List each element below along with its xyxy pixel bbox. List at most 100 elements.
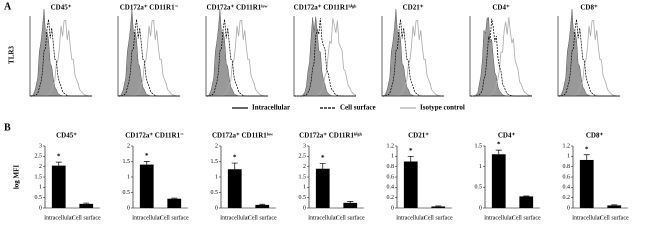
y-tick-label: 0.5 — [35, 195, 43, 201]
error-bar — [583, 154, 590, 160]
error-bar — [495, 149, 502, 155]
legend-label: Cell surface — [340, 104, 376, 112]
x-tick-label: Cell surface — [160, 214, 189, 221]
y-tick-label: 2 — [215, 143, 218, 149]
y-tick-label: 0 — [127, 205, 130, 211]
x-tick-label: Cell surface — [600, 214, 629, 221]
bar — [343, 202, 358, 208]
x-tick-label: Intracellular — [132, 215, 161, 221]
y-tick-label: 0 — [303, 205, 306, 211]
error-bar — [231, 162, 238, 170]
y-tick-label: 1 — [391, 154, 394, 160]
bar — [315, 168, 330, 208]
panel-label: B — [4, 122, 11, 133]
axes — [557, 16, 620, 97]
histogram-title: CD172a⁺ CD11R1ʰⁱᵍʰ — [294, 3, 357, 12]
bar — [139, 164, 154, 208]
y-tick-label: 1.5 — [211, 159, 219, 165]
bar — [167, 198, 182, 208]
bar — [431, 206, 446, 208]
error-bar — [55, 161, 62, 166]
isotype-curve — [557, 9, 620, 97]
chart-title: CD4⁺ — [498, 132, 516, 140]
y-tick-label: 3 — [39, 143, 42, 149]
significance-mark: * — [57, 153, 61, 161]
y-tick-label: 3 — [303, 143, 306, 149]
error-bar — [407, 155, 414, 162]
isotype-curve — [117, 9, 180, 97]
y-tick-label: 0.8 — [563, 164, 571, 170]
bar — [79, 203, 94, 208]
chart-title: CD21⁺ — [408, 132, 429, 140]
y-tick-label: 2 — [127, 143, 130, 149]
isotype-curve — [294, 16, 356, 97]
significance-mark: * — [585, 145, 589, 153]
histogram-title: CD45⁺ — [51, 4, 72, 12]
y-tick-label: 0.6 — [387, 174, 395, 180]
y-tick-label: 1 — [215, 174, 218, 180]
x-tick-label: Cell surface — [512, 214, 541, 221]
figure: A B TLR3 CD45⁺ CD172a⁺ CD11R1⁻ CD172a⁺ CD1… — [4, 1, 629, 221]
x-tick-label: Intracellular — [308, 215, 337, 221]
y-tick-label: 2.5 — [35, 154, 43, 160]
error-bar — [171, 197, 178, 199]
axes — [117, 16, 180, 97]
y-tick-label: 1 — [567, 154, 570, 160]
isotype-curve — [29, 9, 92, 97]
y-tick-label: 0.5 — [123, 190, 131, 196]
x-tick-label: Cell surface — [336, 214, 365, 221]
y-tick-label: 0 — [391, 205, 394, 211]
error-bar — [611, 204, 618, 206]
y-tick-label: 2.5 — [299, 154, 307, 160]
y-tick-label: 1.5 — [299, 174, 307, 180]
y-tick-label: 1 — [39, 185, 42, 191]
isotype-curve — [205, 9, 268, 97]
histogram-title: CD21⁺ — [403, 4, 424, 12]
axes — [29, 16, 92, 97]
y-tick-label: 0.2 — [563, 195, 571, 201]
chart-title: CD172a⁺ CD11R1⁻ — [125, 132, 184, 140]
y-tick-label: 0.5 — [299, 195, 307, 201]
legend-label: Intracellular — [252, 104, 290, 112]
histogram-title: CD8⁺ — [580, 4, 598, 12]
y-tick-label: 0.5 — [475, 185, 483, 191]
y-tick-label: 0 — [39, 205, 42, 211]
y-tick-label: 2 — [39, 164, 42, 170]
x-tick-label: Intracellular — [44, 215, 73, 221]
y-tick-label: 1 — [127, 174, 130, 180]
chart-title: CD8⁺ — [586, 132, 604, 140]
significance-mark: * — [409, 147, 413, 155]
y-axis-label: log MFI — [13, 165, 21, 190]
histogram-title: CD4⁺ — [492, 4, 510, 12]
x-tick-label: Intracellular — [220, 215, 249, 221]
bar — [255, 204, 270, 208]
y-tick-label: 0 — [567, 205, 570, 211]
x-tick-label: Intracellular — [484, 215, 513, 221]
x-tick-label: Cell surface — [248, 214, 277, 221]
error-bar — [319, 163, 326, 169]
y-tick-label: 1.5 — [475, 143, 483, 149]
isotype-curve — [470, 16, 532, 97]
error-bar — [347, 201, 354, 203]
y-tick-label: 0.8 — [387, 164, 395, 170]
y-tick-label: 0 — [479, 205, 482, 211]
y-tick-label: 1.2 — [563, 143, 571, 149]
error-bar — [435, 205, 442, 207]
histogram-title: CD172a⁺ CD11R1ˡᵒʷ — [206, 4, 268, 12]
x-tick-label: Cell surface — [424, 214, 453, 221]
chart-title: CD172a⁺ CD11R1ˡᵒʷ — [212, 132, 274, 140]
isotype-curve — [381, 9, 444, 97]
significance-mark: * — [497, 141, 501, 149]
y-axis-label: TLR3 — [8, 46, 16, 64]
axes — [205, 16, 268, 97]
x-tick-label: Intracellular — [572, 215, 601, 221]
axes — [381, 16, 444, 97]
panel-label: A — [4, 1, 12, 12]
error-bar — [143, 161, 150, 165]
bar — [579, 159, 594, 208]
significance-mark: * — [145, 152, 149, 160]
y-tick-label: 0.4 — [387, 185, 395, 191]
significance-mark: * — [233, 154, 237, 162]
bar — [51, 165, 66, 208]
bar — [607, 205, 622, 208]
